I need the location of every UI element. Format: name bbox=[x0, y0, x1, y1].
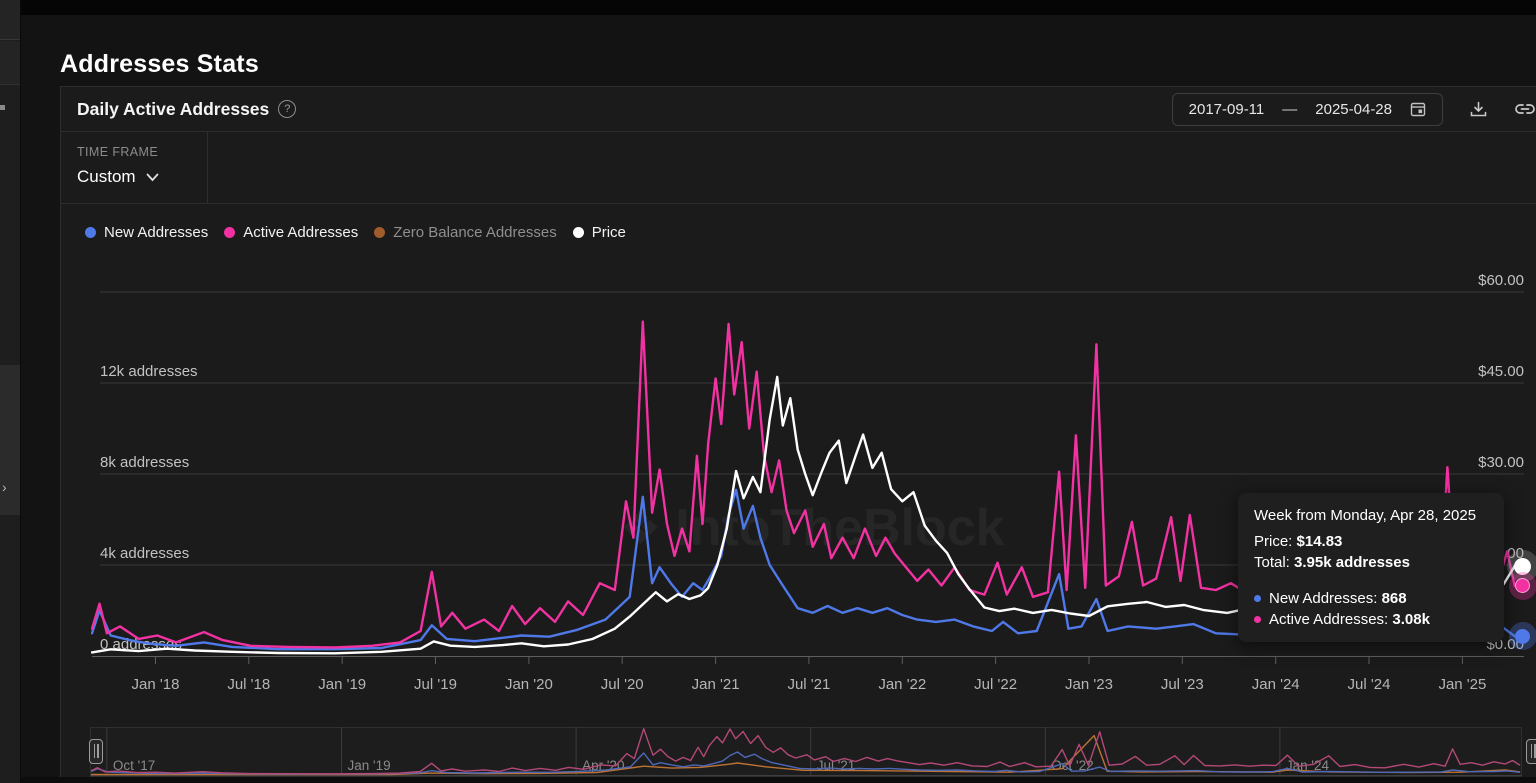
legend-label: Zero Balance Addresses bbox=[393, 223, 557, 241]
date-range-end: 2025-04-28 bbox=[1315, 100, 1392, 118]
navigator-left-handle[interactable] bbox=[89, 739, 103, 764]
download-button[interactable] bbox=[1469, 100, 1488, 119]
chart-card: Daily Active Addresses ? 2017-09-11 — 20… bbox=[60, 86, 1536, 777]
tooltip-series-values: New Addresses: 868 Active Addresses: 3.08… bbox=[1254, 588, 1488, 630]
sidebar-section bbox=[0, 0, 20, 40]
timeframe-label: TIME FRAME bbox=[77, 145, 159, 159]
date-range-picker[interactable]: 2017-09-11 — 2025-04-28 bbox=[1171, 92, 1443, 126]
sidebar-expand-chevron[interactable]: › bbox=[2, 479, 7, 495]
legend-dot bbox=[85, 226, 96, 238]
tooltip-item: Active Addresses: 3.08k bbox=[1254, 609, 1488, 630]
legend-dot bbox=[572, 226, 584, 238]
chart-tooltip: Week from Monday, Apr 28, 2025 Price: $1… bbox=[1238, 493, 1504, 642]
timeframe-value: Custom bbox=[77, 167, 136, 186]
chart-navigator[interactable] bbox=[90, 727, 1522, 777]
link-icon bbox=[1515, 104, 1535, 114]
timeframe-dropdown[interactable]: TIME FRAME Custom bbox=[61, 132, 208, 204]
tooltip-series-dot bbox=[1254, 616, 1261, 623]
sidebar-collapsed[interactable]: › bbox=[0, 0, 21, 783]
chart-title: Daily Active Addresses bbox=[77, 98, 270, 119]
sidebar-section bbox=[0, 365, 20, 515]
date-range-start: 2017-09-11 bbox=[1188, 100, 1265, 118]
calendar-icon bbox=[1410, 102, 1426, 117]
share-link-button[interactable] bbox=[1514, 99, 1536, 119]
legend-dot bbox=[224, 226, 236, 238]
legend-label: New Addresses bbox=[104, 223, 209, 241]
page-title: Addresses Stats bbox=[60, 49, 259, 78]
chevron-down-icon bbox=[146, 173, 158, 181]
timeframe-row: TIME FRAME Custom bbox=[61, 132, 1536, 204]
sidebar-section bbox=[0, 41, 20, 85]
top-bar bbox=[0, 0, 1536, 15]
download-icon bbox=[1470, 101, 1487, 116]
legend-item-new-addresses[interactable]: New Addresses bbox=[85, 224, 208, 241]
legend-item-price[interactable]: Price bbox=[572, 223, 626, 241]
bottom-strip bbox=[20, 777, 1536, 783]
navigator-right-handle[interactable] bbox=[1526, 739, 1536, 764]
legend-label: Price bbox=[591, 223, 626, 241]
chart-card-header: Daily Active Addresses ? 2017-09-11 — 20… bbox=[61, 87, 1536, 132]
sidebar-icon-fragment bbox=[0, 105, 5, 110]
tooltip-total-row: Total: 3.95k addresses bbox=[1254, 554, 1410, 571]
tooltip-item: New Addresses: 868 bbox=[1254, 588, 1488, 609]
tooltip-series-dot bbox=[1254, 595, 1261, 602]
help-icon[interactable]: ? bbox=[278, 100, 297, 118]
date-range-separator: — bbox=[1282, 100, 1298, 118]
tooltip-price-row: Price: $14.83 bbox=[1254, 533, 1343, 550]
legend-label: Active Addresses bbox=[243, 223, 359, 241]
legend-item-zero-balance-addresses[interactable]: Zero Balance Addresses bbox=[374, 223, 557, 241]
legend-dot bbox=[374, 226, 386, 238]
tooltip-title: Week from Monday, Apr 28, 2025 bbox=[1254, 507, 1477, 524]
chart-legend: New Addresses Active Addresses Zero Balanc… bbox=[61, 204, 1536, 260]
legend-item-active-addresses[interactable]: Active Addresses bbox=[224, 224, 358, 241]
